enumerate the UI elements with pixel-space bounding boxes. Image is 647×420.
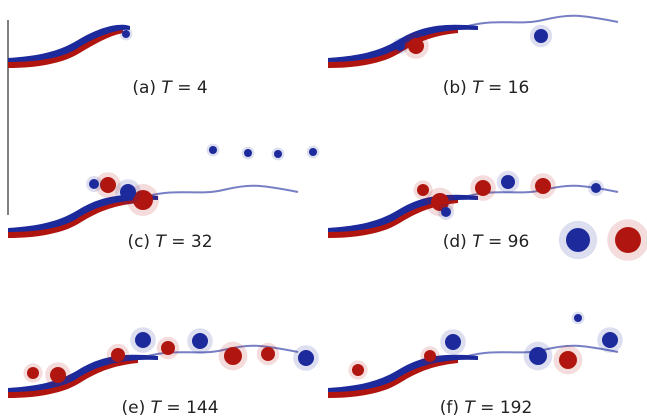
shear-wake	[468, 16, 618, 26]
vortex	[274, 150, 282, 158]
vorticity-panel	[328, 16, 618, 68]
panel-caption: (b) T = 16	[443, 78, 530, 98]
vortex	[261, 347, 275, 361]
vortex	[424, 350, 436, 362]
vortex	[352, 364, 364, 376]
caption-relation: =	[480, 398, 494, 418]
vortex	[27, 367, 39, 379]
panel-caption: (c) T = 32	[127, 232, 212, 252]
shear-wake	[148, 186, 298, 196]
caption-label: (d)	[443, 232, 467, 252]
caption-variable: T	[155, 232, 165, 252]
caption-label: (b)	[443, 78, 467, 98]
caption-relation: =	[177, 78, 191, 98]
vortex	[559, 351, 577, 369]
caption-relation: =	[171, 232, 185, 252]
vortex	[224, 347, 242, 365]
caption-label: (c)	[127, 232, 150, 252]
vortex	[122, 30, 130, 38]
vortex	[192, 333, 208, 349]
vortex	[100, 177, 116, 193]
caption-relation: =	[488, 232, 502, 252]
vortex	[441, 207, 451, 217]
caption-variable: T	[472, 78, 482, 98]
caption-time: 4	[197, 78, 208, 98]
caption-label: (f)	[440, 398, 459, 418]
vortex	[395, 41, 405, 51]
vortex	[298, 350, 314, 366]
vortex	[111, 348, 125, 362]
vortex	[475, 180, 491, 196]
vorticity-panel	[8, 25, 132, 68]
vortex	[120, 184, 136, 200]
panel-caption: (f) T = 192	[440, 398, 533, 418]
vortex	[89, 179, 99, 189]
vorticity-panel	[8, 144, 319, 238]
vorticity-panel	[328, 312, 623, 398]
caption-variable: T	[464, 398, 474, 418]
caption-time: 144	[186, 398, 218, 418]
vortex	[445, 334, 461, 350]
vortex	[408, 38, 424, 54]
caption-relation: =	[488, 78, 502, 98]
vortex	[591, 183, 601, 193]
vortex	[602, 332, 618, 348]
vortex	[161, 341, 175, 355]
caption-label: (e)	[121, 398, 145, 418]
vortex	[135, 332, 151, 348]
panel-caption: (e) T = 144	[121, 398, 218, 418]
vorticity-fields	[0, 0, 647, 420]
caption-label: (a)	[132, 78, 156, 98]
caption-time: 32	[191, 232, 213, 252]
caption-variable: T	[472, 232, 482, 252]
vortex	[529, 347, 547, 365]
caption-relation: =	[166, 398, 180, 418]
caption-variable: T	[151, 398, 161, 418]
panel-caption: (a) T = 4	[132, 78, 207, 98]
vortex	[574, 314, 582, 322]
figure: (a) T = 4(b) T = 16(c) T = 32(d) T = 96(…	[0, 0, 647, 420]
caption-time: 16	[508, 78, 530, 98]
vortex	[209, 146, 217, 154]
vortex	[50, 367, 66, 383]
vortex	[501, 175, 515, 189]
vortex	[615, 227, 641, 253]
vortex	[535, 178, 551, 194]
vortex	[417, 184, 429, 196]
vortex	[566, 228, 590, 252]
panel-caption: (d) T = 96	[443, 232, 530, 252]
vortex	[309, 148, 317, 156]
caption-time: 192	[500, 398, 532, 418]
caption-time: 96	[508, 232, 530, 252]
vortex	[534, 29, 548, 43]
vorticity-panel	[8, 327, 319, 398]
vortex	[244, 149, 252, 157]
caption-variable: T	[161, 78, 171, 98]
